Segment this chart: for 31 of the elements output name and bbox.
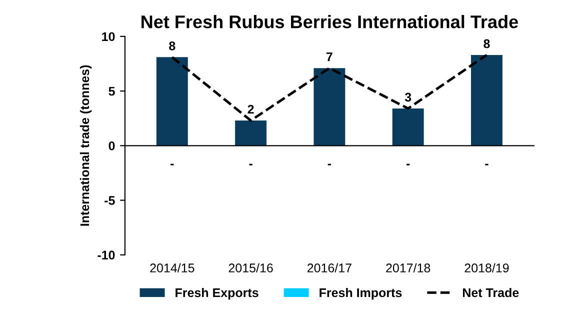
bar (314, 68, 346, 146)
y-axis-title: International trade (tonnes) (80, 65, 92, 226)
data-label: - (170, 164, 174, 166)
y-tick-label: -5 (104, 196, 115, 205)
legend-label: Net Trade (462, 288, 519, 298)
bar (235, 120, 267, 146)
y-tick-label: 5 (108, 86, 115, 96)
legend-label: Fresh Exports (176, 288, 258, 300)
data-label: - (406, 164, 410, 166)
x-tick-label: 2016/17 (307, 263, 352, 272)
y-tick-label: 0 (108, 141, 115, 150)
x-tick-label: 2015/16 (228, 263, 273, 272)
bar (471, 54, 502, 146)
x-tick-label: 2017/18 (386, 263, 430, 272)
y-tick-label: -10 (98, 250, 115, 260)
x-tick-label: 2014/15 (150, 263, 194, 272)
bar (392, 108, 424, 146)
data-label: 3 (404, 92, 412, 102)
data-label: 7 (326, 52, 332, 62)
line-series (170, 54, 488, 122)
legend-label: Fresh Imports (320, 288, 402, 300)
y-tick-label: 10 (102, 32, 115, 42)
chart-title: Net Fresh Rubus Berries International Trade (142, 14, 518, 28)
data-label: 8 (169, 41, 176, 50)
data-label: - (328, 164, 332, 166)
data-label: - (485, 164, 488, 166)
data-label: 2 (248, 104, 254, 114)
data-label: - (249, 164, 252, 166)
bar (156, 57, 188, 146)
x-tick-label: 2018/19 (464, 263, 509, 272)
data-label: 8 (484, 39, 490, 48)
